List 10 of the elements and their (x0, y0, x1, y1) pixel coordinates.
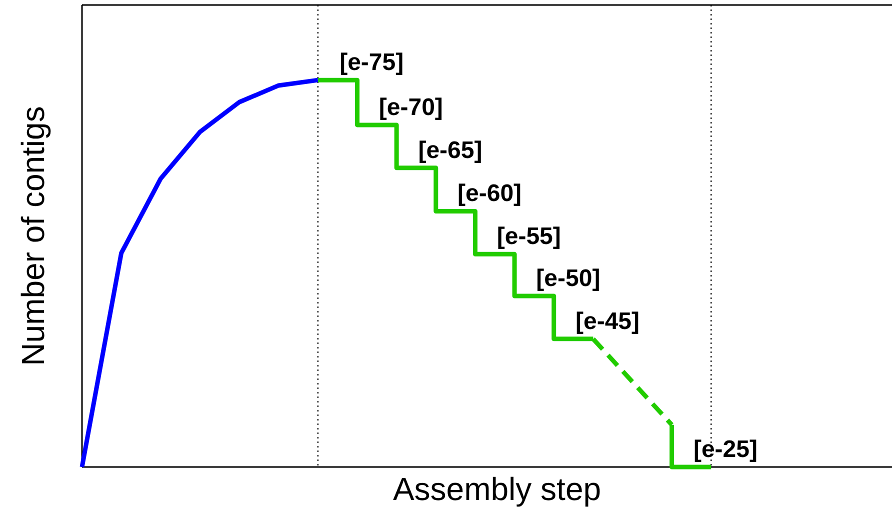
y-axis-title: Number of contigs (15, 106, 51, 366)
x-axis-title: Assembly step (392, 471, 602, 507)
annotation: [e-50] (536, 264, 600, 292)
annotation: [e-60] (458, 180, 522, 208)
annotation: [e-25] (693, 436, 758, 463)
annotation: [e-45] (576, 308, 640, 335)
annotation: [e-70] (378, 94, 443, 121)
annotation: [e-65] (418, 136, 482, 164)
annotation: [e-55] (496, 223, 561, 250)
text: [e-75] (340, 49, 404, 76)
